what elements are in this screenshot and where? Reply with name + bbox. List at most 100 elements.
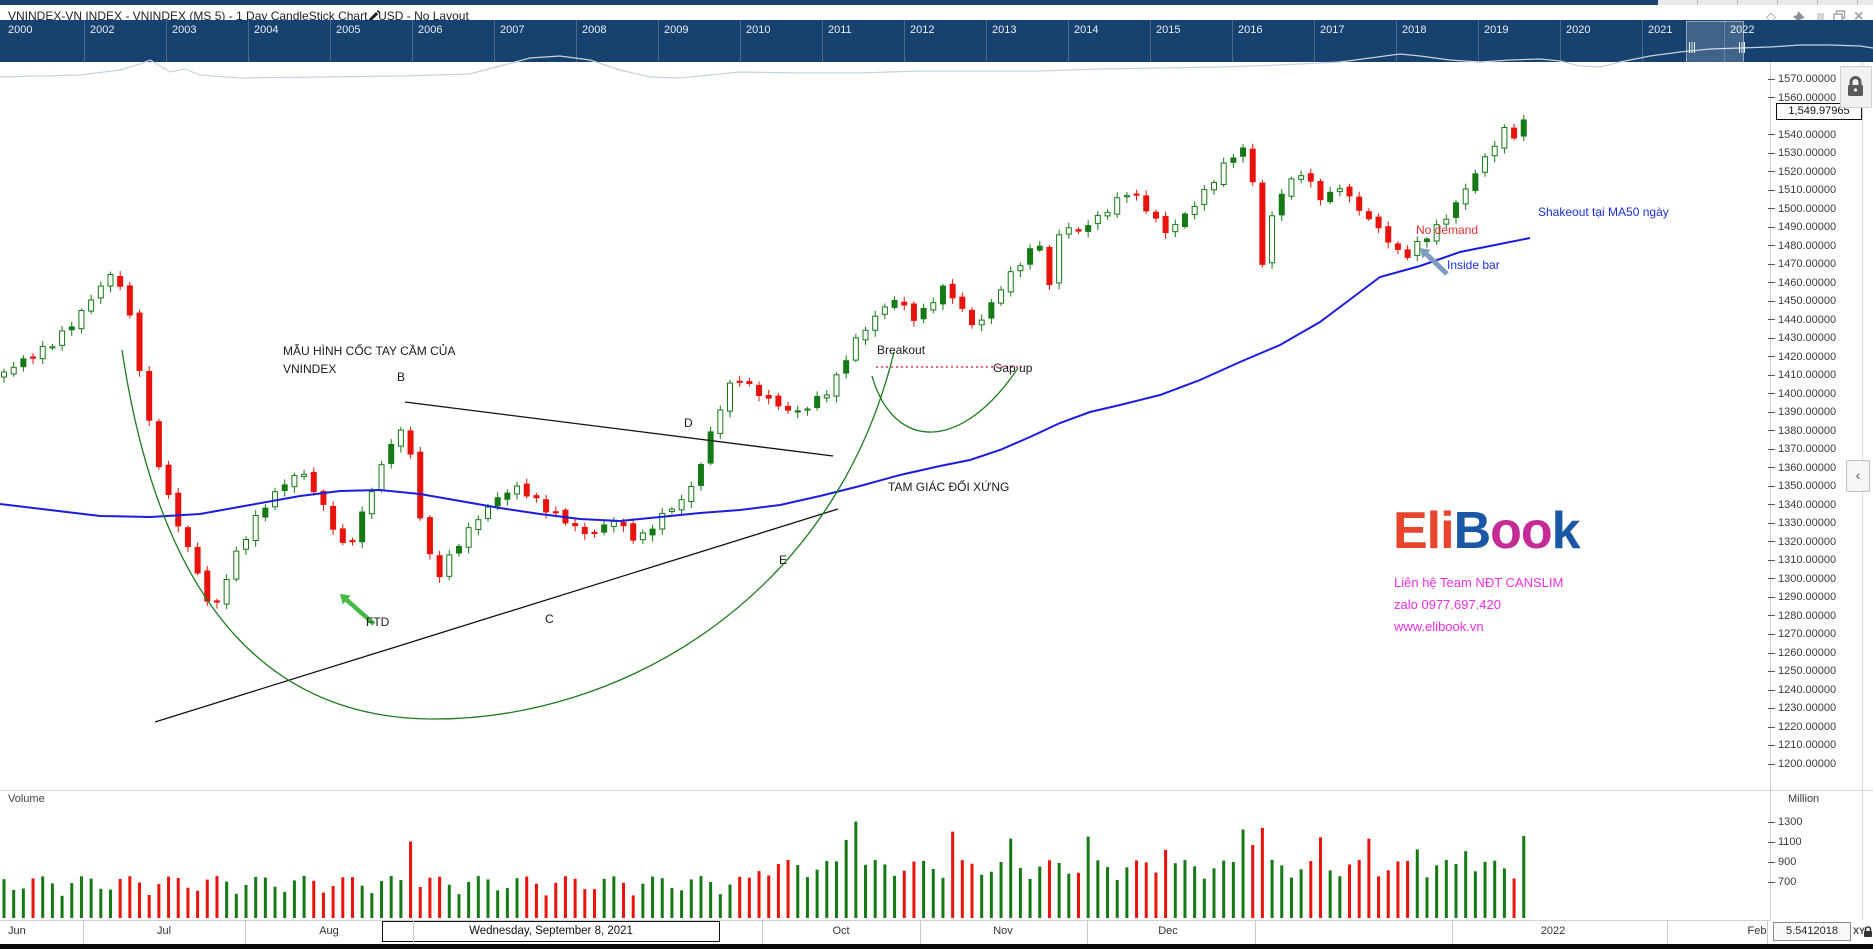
tick-dash bbox=[1768, 300, 1775, 302]
tick-value: 1220.00000 bbox=[1778, 720, 1837, 733]
tick-dash bbox=[1768, 745, 1775, 747]
navigator-year-label: 2015 bbox=[1156, 24, 1181, 36]
chart-annotation: Shakeout tại MA50 ngày bbox=[1538, 205, 1669, 219]
price-axis-border bbox=[1770, 62, 1771, 944]
price-tick: 1250.00000 bbox=[1768, 665, 1836, 677]
status-xy-box[interactable]: 5.5412018 XY bbox=[1770, 920, 1873, 944]
tick-value: 1210.00000 bbox=[1778, 739, 1837, 752]
tick-value: 1490.00000 bbox=[1778, 221, 1837, 234]
tick-value: 1430.00000 bbox=[1778, 332, 1837, 345]
price-tick: 1540.00000 bbox=[1768, 129, 1836, 141]
price-tick: 1560.00000 bbox=[1768, 92, 1836, 104]
tick-dash bbox=[1768, 282, 1775, 284]
month-divider bbox=[1087, 920, 1088, 944]
price-tick: 1490.00000 bbox=[1768, 221, 1836, 233]
status-lock-icon[interactable] bbox=[1863, 926, 1873, 938]
tab-strip[interactable] bbox=[1658, 0, 1873, 5]
contact-block: Liên hệ Team NĐT CANSLIM zalo 0977.697.4… bbox=[1394, 572, 1563, 638]
tick-dash bbox=[1768, 689, 1775, 691]
tick-dash bbox=[1768, 485, 1775, 487]
chart-annotation: FTD bbox=[366, 615, 390, 629]
price-tick: 1310.00000 bbox=[1768, 554, 1836, 566]
chart-title: VNINDEX-VN INDEX - VNINDEX (MS 5) - 1 Da… bbox=[8, 9, 469, 23]
tick-value: 1570.00000 bbox=[1778, 73, 1837, 85]
tick-value: 1370.00000 bbox=[1778, 443, 1837, 456]
close-icon[interactable]: × bbox=[1854, 8, 1864, 25]
elibook-logo: EliBook bbox=[1393, 502, 1581, 560]
tick-value: 1100 bbox=[1778, 836, 1802, 848]
month-divider bbox=[762, 920, 763, 944]
navigator-year-divider bbox=[1560, 20, 1561, 62]
price-tick: 1200.00000 bbox=[1768, 758, 1836, 770]
month-divider bbox=[920, 920, 921, 944]
navigator-year-label: 2006 bbox=[418, 24, 443, 36]
tick-value: 1270.00000 bbox=[1778, 628, 1837, 641]
navigator-year-label: 2021 bbox=[1648, 24, 1673, 36]
tick-dash bbox=[1768, 356, 1775, 358]
month-label: Dec bbox=[1158, 925, 1178, 937]
navigator-handle-left[interactable] bbox=[1689, 42, 1695, 53]
price-tick: 1460.00000 bbox=[1768, 277, 1836, 289]
tick-value: 1560.00000 bbox=[1778, 91, 1837, 104]
tick-dash bbox=[1768, 337, 1775, 339]
navigator-year-divider bbox=[1724, 20, 1725, 62]
tick-dash bbox=[1768, 861, 1775, 863]
navigator-year-label: 2020 bbox=[1566, 24, 1591, 36]
tick-value: 1200.00000 bbox=[1778, 758, 1837, 770]
tick-value: 1420.00000 bbox=[1778, 350, 1837, 363]
price-tick: 1430.00000 bbox=[1768, 332, 1836, 344]
navigator-year-divider bbox=[1478, 20, 1479, 62]
tick-dash bbox=[1768, 708, 1775, 710]
tick-dash bbox=[1768, 881, 1775, 883]
tick-dash bbox=[1768, 411, 1775, 413]
chart-annotation: No demand bbox=[1416, 223, 1479, 237]
chart-annotation: MẪU HÌNH CỐC TAY CẦM CỦA bbox=[283, 344, 456, 358]
price-tick: 1470.00000 bbox=[1768, 258, 1836, 270]
navigator-year-label: 2010 bbox=[746, 24, 771, 36]
tick-dash bbox=[1768, 430, 1775, 432]
contact-line-2: zalo 0977.697.420 bbox=[1394, 597, 1501, 612]
contact-line-1: Liên hệ Team NĐT CANSLIM bbox=[1394, 575, 1564, 590]
tick-value: 1330.00000 bbox=[1778, 517, 1837, 530]
navigator-year-label: 2008 bbox=[582, 24, 607, 36]
tick-dash bbox=[1768, 171, 1775, 173]
tick-value: 1510.00000 bbox=[1778, 184, 1837, 197]
tick-value: 1280.00000 bbox=[1778, 609, 1837, 622]
tick-value: 1380.00000 bbox=[1778, 424, 1837, 437]
month-divider bbox=[1767, 920, 1768, 944]
tab-divider bbox=[1737, 0, 1738, 5]
navigator-year-divider bbox=[1068, 20, 1069, 62]
navigator-year-label: 2009 bbox=[664, 24, 689, 36]
tick-value: 1540.00000 bbox=[1778, 128, 1837, 141]
price-tick: 1480.00000 bbox=[1768, 240, 1836, 252]
price-chart-pane[interactable] bbox=[0, 62, 1873, 790]
volume-pane[interactable] bbox=[0, 790, 1873, 921]
navigator-year-label: 2007 bbox=[500, 24, 525, 36]
tick-value: 1230.00000 bbox=[1778, 702, 1837, 715]
navigator-handle-right[interactable] bbox=[1739, 42, 1745, 53]
mini-icon[interactable] bbox=[1817, 13, 1824, 21]
price-tick: 1500.00000 bbox=[1768, 203, 1836, 215]
collapse-panel-button[interactable]: ‹ bbox=[1846, 460, 1870, 492]
tick-dash bbox=[1768, 671, 1775, 673]
price-tick: 1360.00000 bbox=[1768, 462, 1836, 474]
tick-value: 1500.00000 bbox=[1778, 202, 1837, 215]
month-label: Jul bbox=[156, 925, 172, 937]
navigator-year-label: 2011 bbox=[828, 24, 852, 36]
tick-dash bbox=[1768, 467, 1775, 469]
chart-annotation: Gap up bbox=[993, 361, 1033, 375]
navigator-year-divider bbox=[412, 20, 413, 62]
diamond-icon[interactable]: ◇ bbox=[1766, 9, 1776, 24]
navigator-year-label: 2013 bbox=[992, 24, 1017, 36]
axis-lock-button[interactable] bbox=[1840, 66, 1872, 108]
date-range-navigator[interactable] bbox=[0, 20, 1873, 62]
time-axis[interactable] bbox=[0, 920, 1873, 945]
tick-value: 1470.00000 bbox=[1778, 258, 1837, 271]
tick-dash bbox=[1768, 652, 1775, 654]
month-divider bbox=[1255, 920, 1256, 944]
tick-dash bbox=[1768, 226, 1775, 228]
navigator-year-label: 2016 bbox=[1238, 24, 1263, 36]
chart-annotation: E bbox=[779, 553, 788, 567]
logo-part-eli: Eli bbox=[1393, 502, 1455, 560]
navigator-year-divider bbox=[84, 20, 85, 62]
